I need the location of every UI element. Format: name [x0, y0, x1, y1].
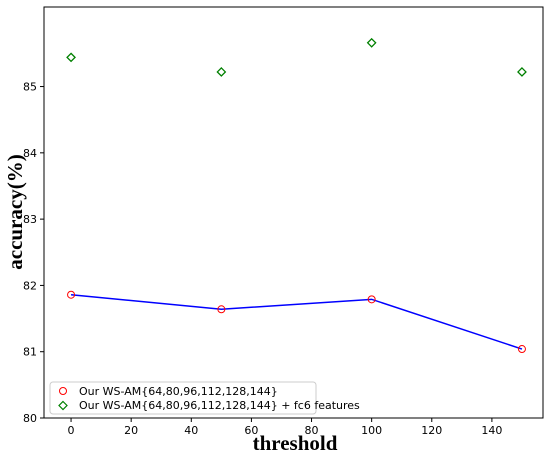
- x-tick-label: 140: [481, 424, 502, 437]
- x-axis-ticks: 0 20 40 60 80 100 120 140: [68, 418, 502, 437]
- legend-marker-diamond: [58, 400, 68, 411]
- data-point-circle: [67, 290, 76, 299]
- data-point-diamond: [66, 52, 76, 63]
- plot-area: [43, 6, 544, 419]
- legend-entry-2: Our WS-AM{64,80,96,112,128,144} + fc6 fe…: [79, 399, 360, 412]
- x-tick-label: 20: [124, 424, 138, 437]
- y-tick-label: 81: [23, 346, 37, 359]
- legend-entry-1: Our WS-AM{64,80,96,112,128,144}: [79, 385, 278, 398]
- data-point-diamond: [366, 37, 377, 48]
- x-tick-label: 100: [361, 424, 382, 437]
- data-point-circle: [367, 295, 376, 304]
- data-point-circle: [217, 305, 226, 314]
- y-tick-label: 84: [23, 147, 37, 160]
- x-tick-label: 40: [184, 424, 198, 437]
- data-point-diamond: [517, 67, 527, 77]
- y-tick-label: 82: [23, 279, 37, 292]
- legend: Our WS-AM{64,80,96,112,128,144} Our WS-A…: [49, 381, 360, 415]
- data-point-circle: [517, 345, 526, 354]
- y-tick-label: 80: [23, 412, 37, 425]
- plot-frame: [43, 6, 544, 419]
- legend-marker-circle: [59, 387, 67, 395]
- x-tick-label: 0: [68, 424, 75, 437]
- y-axis-title: accuracy(%): [3, 154, 27, 269]
- data-point-diamond: [216, 67, 227, 77]
- x-tick-label: 120: [421, 424, 442, 437]
- series-line-1: [70, 293, 523, 350]
- series-layer: [66, 37, 527, 354]
- y-axis-ticks: 80 81 82 83 84 85: [23, 81, 44, 425]
- y-tick-label: 85: [23, 81, 37, 94]
- x-tick-label: 80: [305, 424, 319, 437]
- x-tick-label: 60: [244, 424, 258, 437]
- x-axis-title: threshold: [253, 431, 338, 455]
- legend-frame: [49, 381, 317, 415]
- y-tick-label: 83: [23, 213, 37, 226]
